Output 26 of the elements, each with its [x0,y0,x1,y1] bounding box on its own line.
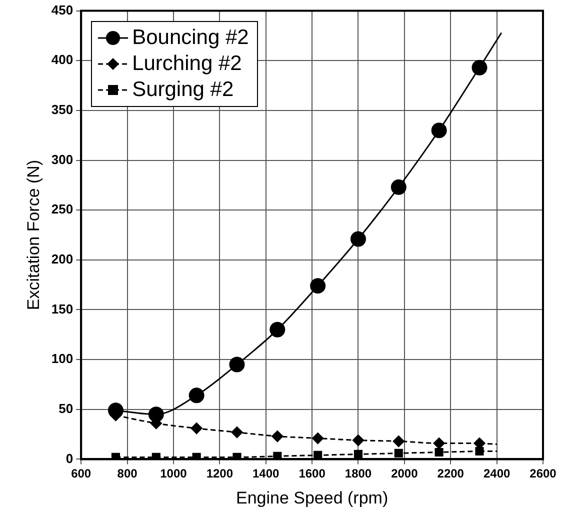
x-axis-title: Engine Speed (rpm) [236,488,388,508]
y-tick-label: 100 [51,351,74,366]
x-tick-label: 1000 [160,466,188,481]
y-tick-label: 450 [51,2,74,18]
x-tick-label: 2000 [391,466,418,481]
x-tick-label: 2200 [437,466,464,481]
legend-label: Lurching #2 [132,50,242,77]
x-tick-label: 1200 [206,466,234,481]
x-tick-label: 800 [117,466,138,481]
x-tick-label: 600 [71,466,92,481]
x-tick-label: 1400 [252,466,280,481]
y-tick-label: 150 [51,301,74,316]
legend-label: Surging #2 [132,76,234,103]
x-tick-label: 1600 [298,466,326,481]
x-tick-label: 1800 [344,466,372,481]
y-tick-label: 300 [51,152,74,167]
y-axis-title: Excitation Force (N) [24,160,43,310]
x-tick-label: 2600 [530,466,557,481]
y-tick-label: 0 [66,450,74,466]
y-tick-label: 50 [58,400,74,416]
y-tick-label: 200 [51,251,74,266]
y-tick-label: 400 [51,52,74,68]
y-tick-label: 250 [51,202,74,217]
legend-label: Bouncing #2 [132,24,249,51]
x-tick-label: 2400 [483,466,510,481]
y-tick-label: 350 [51,102,74,118]
